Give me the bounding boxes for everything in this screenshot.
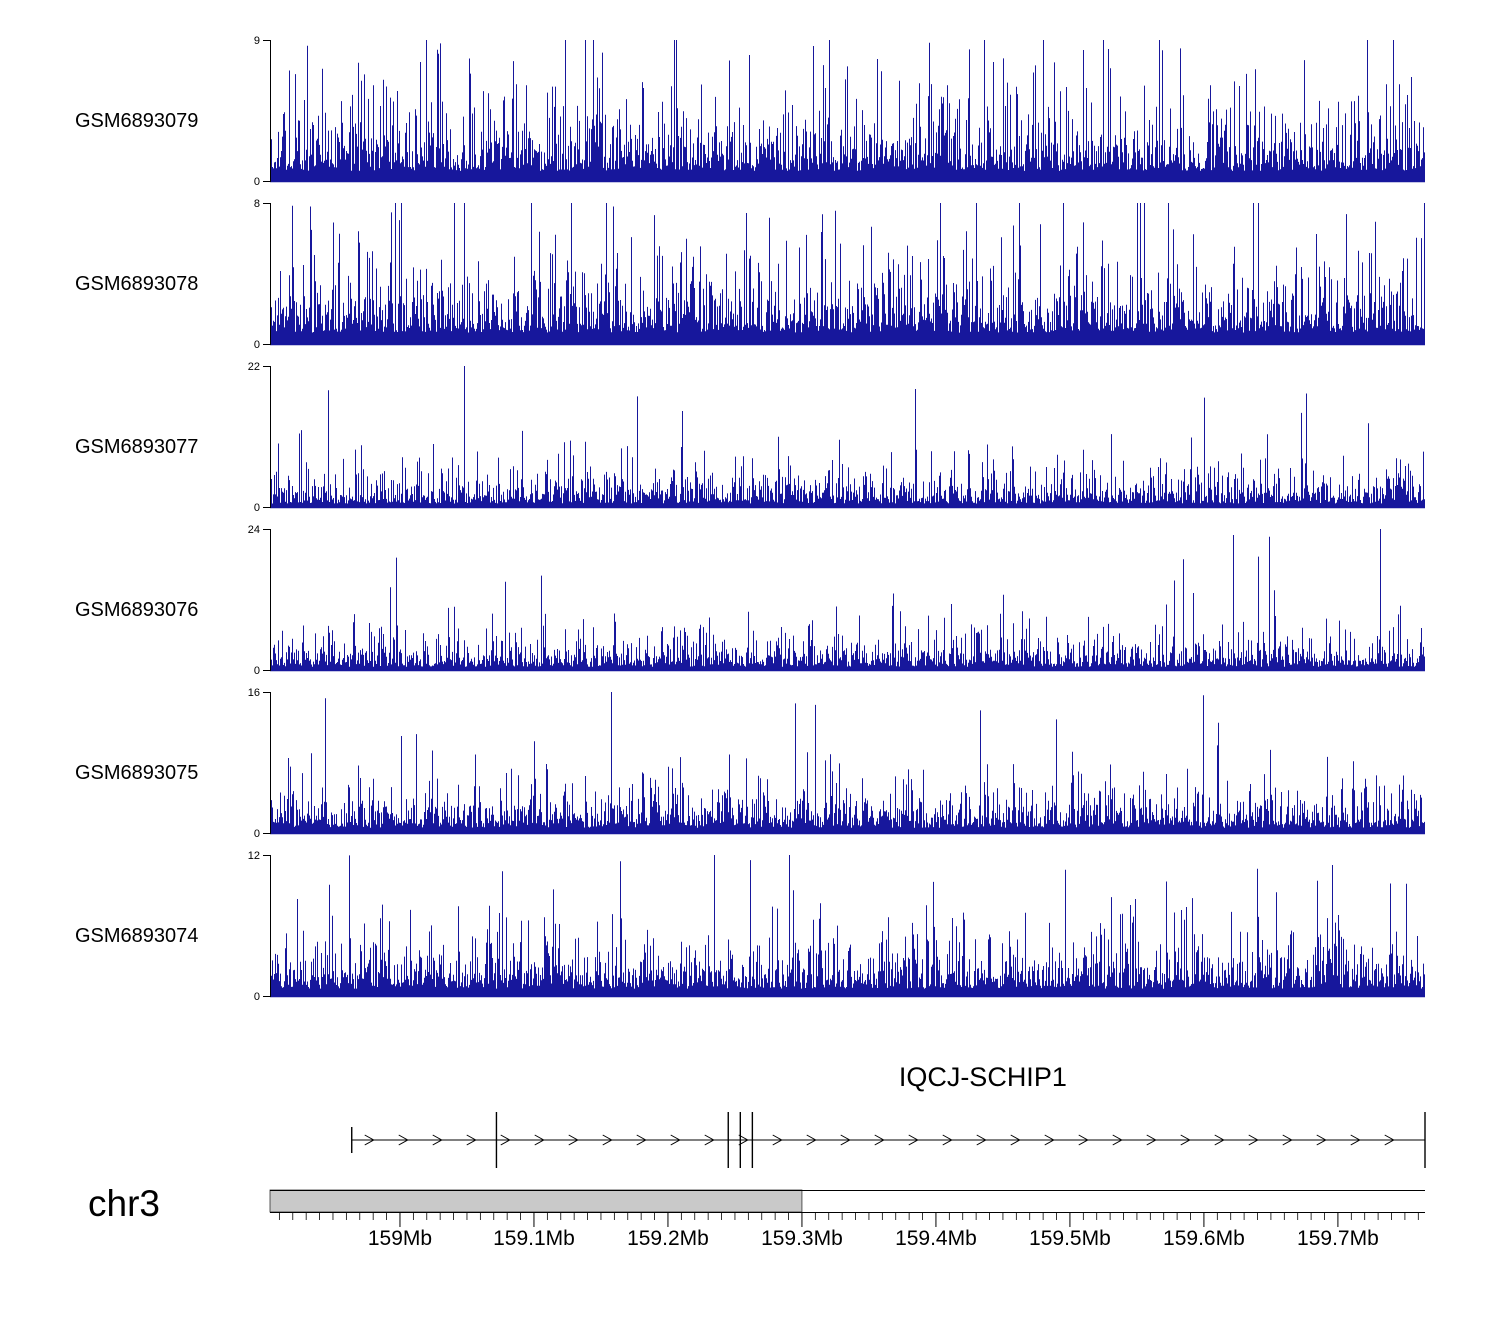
svg-text:9: 9 — [254, 35, 260, 47]
coverage-signal-plot: 22 0 — [248, 361, 1425, 514]
svg-text:159.3Mb: 159.3Mb — [761, 1227, 843, 1250]
coverage-signal-plot: 90 — [254, 35, 1425, 188]
svg-text:0: 0 — [254, 665, 260, 677]
gene-label: IQCJ-SCHIP1 — [898, 1062, 1067, 1092]
svg-text:12: 12 — [248, 850, 260, 862]
svg-text:159.6Mb: 159.6Mb — [1163, 1227, 1245, 1250]
coverage-signal-plot: 12 0 — [248, 850, 1425, 1003]
coverage-track-row: GSM6893075 16 0 — [0, 684, 1500, 847]
track-label: GSM6893078 — [75, 273, 199, 295]
svg-text:159.4Mb: 159.4Mb — [895, 1227, 977, 1250]
svg-text:0: 0 — [254, 339, 260, 351]
track-label: GSM6893076 — [75, 599, 199, 621]
genome-axis-track: 159Mb 159.1Mb 159.2Mb 159.3Mb 159.4Mb 159.5Mb… — [269, 1189, 1425, 1250]
track-label: GSM6893079 — [75, 110, 199, 132]
svg-text:159.1Mb: 159.1Mb — [493, 1227, 575, 1250]
svg-text:0: 0 — [254, 502, 260, 514]
svg-text:16: 16 — [248, 687, 260, 699]
coverage-track-row: GSM6893076 24 0 — [0, 521, 1500, 684]
svg-text:8: 8 — [254, 198, 260, 210]
coverage-signal-plot: 80 — [254, 198, 1425, 351]
svg-text:159.2Mb: 159.2Mb — [627, 1227, 709, 1250]
svg-text:0: 0 — [254, 828, 260, 840]
coverage-signal-plot: 24 0 — [248, 524, 1425, 677]
svg-text:24: 24 — [248, 524, 260, 536]
chromosome-label: chr3 — [88, 1183, 160, 1224]
coverage-signal-plot: 16 0 — [248, 687, 1425, 840]
svg-text:159.5Mb: 159.5Mb — [1029, 1227, 1111, 1250]
svg-text:159.7Mb: 159.7Mb — [1297, 1227, 1379, 1250]
svg-text:0: 0 — [254, 991, 260, 1003]
coverage-track-row: GSM6893074 12 0 — [0, 847, 1500, 1010]
coverage-track-row: GSM6893077 22 0 — [0, 358, 1500, 521]
track-label: GSM6893077 — [75, 436, 199, 458]
svg-text:0: 0 — [254, 176, 260, 188]
svg-text:22: 22 — [248, 361, 260, 373]
gene-model-track — [351, 1112, 1426, 1168]
track-label: GSM6893075 — [75, 762, 199, 784]
svg-text:159Mb: 159Mb — [368, 1227, 432, 1250]
track-label: GSM6893074 — [75, 925, 199, 947]
